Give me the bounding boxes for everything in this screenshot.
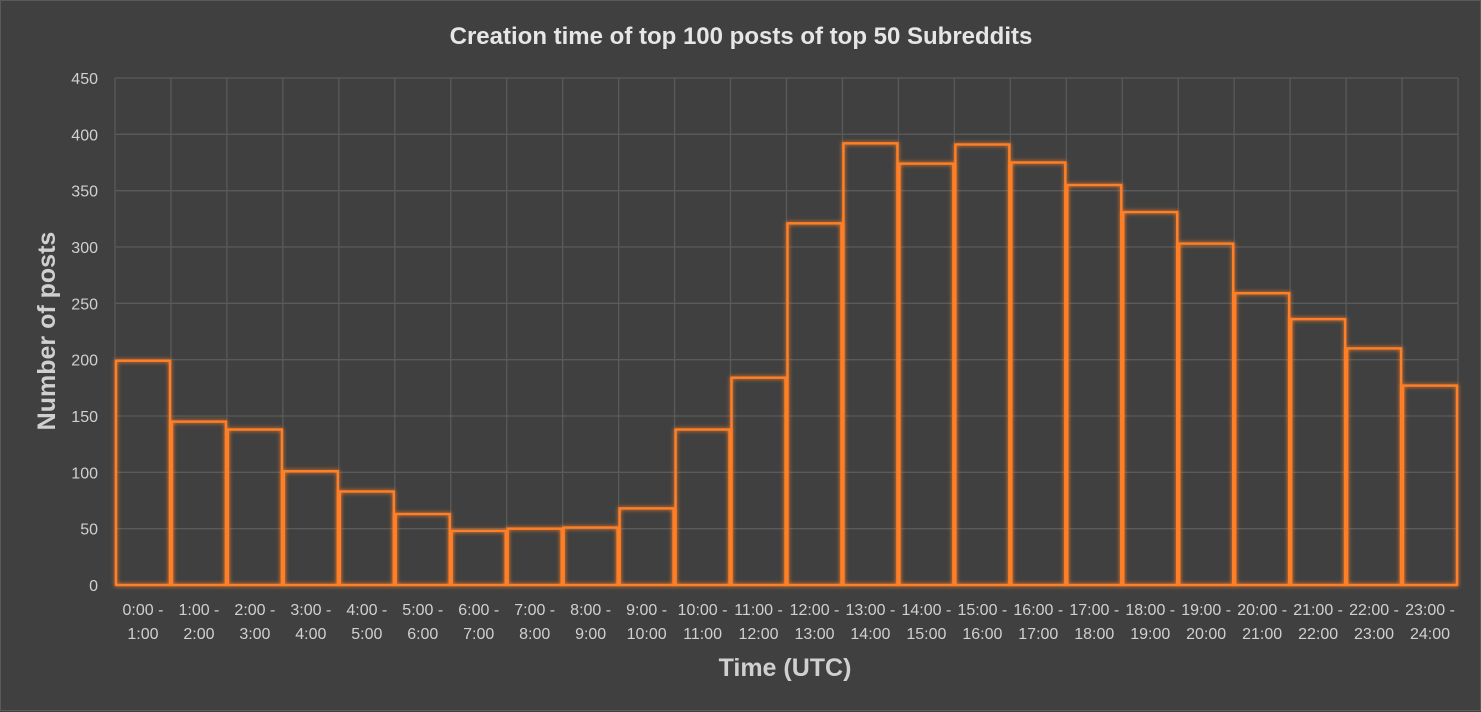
x-tick-label-11-end: 12:00 [738, 626, 778, 643]
x-tick-label-2-end: 3:00 [239, 626, 270, 643]
x-tick-label-8-end: 9:00 [575, 626, 606, 643]
bar-21 [1289, 317, 1347, 587]
x-tick-label-10-start: 10:00 - [678, 602, 728, 619]
bar-20 [1233, 291, 1291, 587]
y-tick-label-3: 150 [71, 409, 98, 426]
bars [114, 142, 1459, 587]
bar-16 [1010, 161, 1067, 587]
bar-22 [1345, 347, 1403, 587]
x-tick-label-15-start: 15:00 - [957, 602, 1007, 619]
x-tick-label-23-end: 24:00 [1410, 626, 1450, 643]
bar-5 [394, 512, 451, 587]
x-tick-label-20-end: 21:00 [1242, 626, 1282, 643]
chart-title: Creation time of top 100 posts of top 50… [450, 23, 1033, 50]
bar-17 [1066, 183, 1123, 587]
x-tick-label-21-end: 22:00 [1298, 626, 1338, 643]
bar-6 [450, 529, 507, 587]
x-tick-label-9-end: 10:00 [627, 626, 667, 643]
bar-10 [674, 428, 731, 587]
x-tick-label-20-start: 20:00 - [1237, 602, 1287, 619]
x-tick-label-18-end: 19:00 [1130, 626, 1170, 643]
bar-7 [506, 527, 563, 587]
bar-9 [618, 507, 675, 587]
bar-8 [562, 526, 619, 587]
bar-14 [898, 162, 955, 587]
y-tick-label-2: 100 [71, 465, 98, 482]
y-tick-label-8: 400 [71, 127, 98, 144]
bar-19 [1178, 242, 1235, 587]
x-tick-label-12-start: 12:00 - [790, 602, 840, 619]
bar-4 [338, 490, 395, 587]
x-tick-label-19-end: 20:00 [1186, 626, 1226, 643]
x-tick-label-15-end: 16:00 [962, 626, 1002, 643]
y-tick-label-5: 250 [71, 296, 98, 313]
bar-13 [842, 142, 899, 587]
y-tick-label-9: 450 [71, 71, 98, 88]
y-tick-label-7: 350 [71, 184, 98, 201]
y-axis-title: Number of posts [33, 232, 61, 431]
x-tick-label-19-start: 19:00 - [1181, 602, 1231, 619]
x-tick-label-14-start: 14:00 - [901, 602, 951, 619]
bar-15 [954, 143, 1011, 587]
x-tick-label-0-start: 0:00 - [123, 602, 164, 619]
x-tick-label-0-end: 1:00 [127, 626, 158, 643]
x-tick-label-14-end: 15:00 [906, 626, 946, 643]
x-tick-label-4-start: 4:00 - [346, 602, 387, 619]
x-tick-label-21-start: 21:00 - [1293, 602, 1343, 619]
x-axis-ticks: 0:00 - 1:00 1:00 - 2:00 2:00 - 3:00 3:00 - 4:00… [123, 602, 1455, 643]
x-tick-label-9-start: 9:00 - [626, 602, 667, 619]
x-tick-label-1-start: 1:00 - [178, 602, 219, 619]
y-tick-label-1: 50 [80, 522, 98, 539]
y-tick-label-4: 200 [71, 353, 98, 370]
x-tick-label-13-end: 14:00 [850, 626, 890, 643]
x-tick-label-18-start: 18:00 - [1125, 602, 1175, 619]
bar-12 [786, 222, 843, 587]
x-tick-label-22-end: 23:00 [1354, 626, 1394, 643]
x-tick-label-4-end: 5:00 [351, 626, 382, 643]
x-tick-label-10-end: 11:00 [683, 626, 722, 643]
bar-2 [226, 428, 284, 587]
y-tick-label-6: 300 [71, 240, 98, 257]
x-tick-label-17-start: 17:00 - [1069, 602, 1119, 619]
x-tick-label-11-start: 11:00 - [734, 602, 783, 619]
x-axis-title: Time (UTC) [719, 654, 852, 682]
x-tick-label-1-end: 2:00 [183, 626, 214, 643]
x-tick-label-5-end: 6:00 [407, 626, 438, 643]
x-tick-label-6-end: 7:00 [463, 626, 494, 643]
x-tick-label-16-end: 17:00 [1018, 626, 1058, 643]
y-axis-ticks: 0 50 100 150 200 250 300 350 400 450 [71, 71, 98, 595]
x-tick-label-2-start: 2:00 - [234, 602, 275, 619]
x-tick-label-13-start: 13:00 - [846, 602, 896, 619]
x-tick-label-5-start: 5:00 - [402, 602, 443, 619]
y-tick-label-0: 0 [89, 578, 98, 595]
x-tick-label-22-start: 22:00 - [1349, 602, 1399, 619]
x-tick-label-3-end: 4:00 [295, 626, 326, 643]
x-tick-label-3-start: 3:00 - [290, 602, 331, 619]
x-tick-label-8-start: 8:00 - [570, 602, 611, 619]
x-tick-label-7-start: 7:00 - [514, 602, 555, 619]
x-tick-label-7-end: 8:00 [519, 626, 550, 643]
x-tick-label-6-start: 6:00 - [458, 602, 499, 619]
bar-1 [170, 420, 228, 587]
x-tick-label-23-start: 23:00 - [1405, 602, 1455, 619]
x-tick-label-16-start: 16:00 - [1013, 602, 1063, 619]
x-tick-label-12-end: 13:00 [794, 626, 834, 643]
bar-11 [730, 376, 787, 587]
x-tick-label-17-end: 18:00 [1074, 626, 1114, 643]
